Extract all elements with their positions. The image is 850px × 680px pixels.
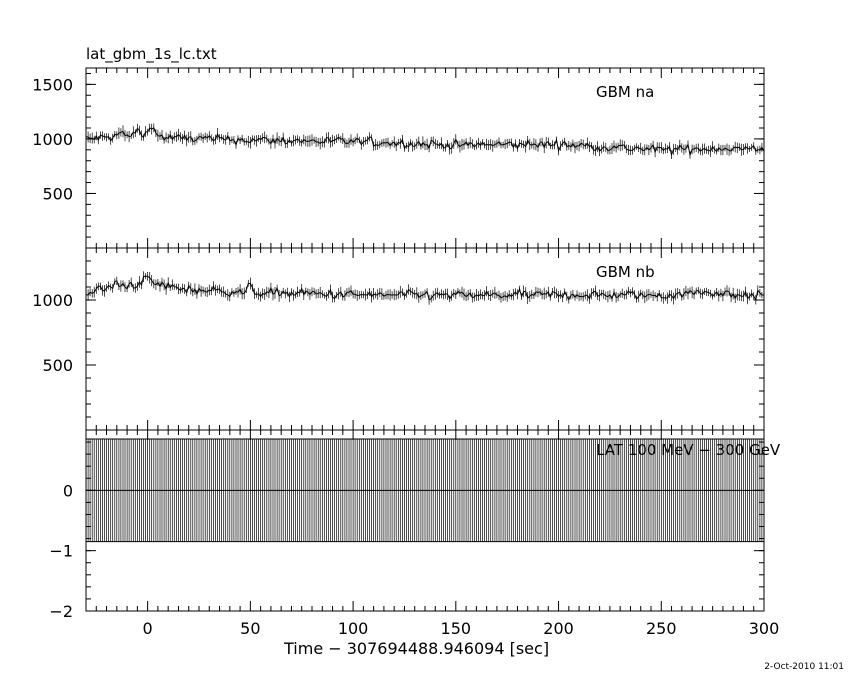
x-axis-label: Time − 307694488.946094 [sec] [284,639,550,658]
y-tick-label: −1 [49,542,73,561]
panel-1: 500 1000 1500 GBM na [32,67,765,249]
y-tick-label: −2 [49,602,73,621]
panel-2: 500 1000 GBM nb [32,247,765,431]
x-tick-label: 0 [143,619,153,638]
series-error-bars [85,123,765,159]
x-tick-label: 50 [240,619,260,638]
x-axis: 0 50 100 150 200 250 300 [143,619,780,638]
panel-3: −2 −1 0 LAT 100 MeV − 300 GeV [49,429,781,621]
y-tick-label: 500 [42,356,73,375]
panel-frame [85,67,765,249]
panel-label: GBM nb [596,263,655,281]
y-tick-label: 0 [63,481,73,500]
x-tick-label: 200 [543,619,574,638]
series-line [85,127,765,157]
y-tick-label: 1000 [32,291,73,310]
panel-label: LAT 100 MeV − 300 GeV [596,441,781,459]
file-title: lat_gbm_1s_lc.txt [86,45,217,63]
series-line [85,275,765,302]
x-tick-label: 150 [441,619,472,638]
x-tick-label: 250 [646,619,677,638]
x-tick-label: 100 [338,619,369,638]
panel-frame [85,247,765,431]
panel-label: GBM na [596,83,654,101]
y-tick-label: 1000 [32,130,73,149]
x-tick-label: 300 [749,619,780,638]
timestamp: 2-Oct-2010 11:01 [764,662,844,672]
y-tick-label: 1500 [32,75,73,94]
y-tick-label: 500 [42,184,73,203]
